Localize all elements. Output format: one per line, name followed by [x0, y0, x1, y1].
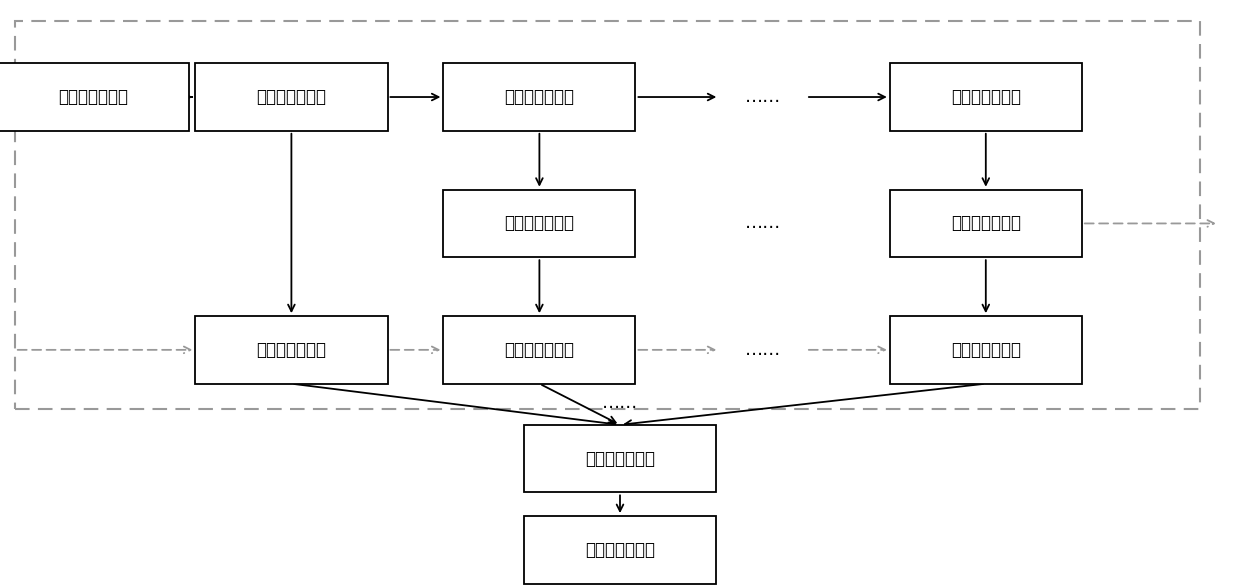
Bar	[15, 21, 1200, 409]
Bar	[890, 316, 1081, 383]
Text: 血管特征提取层: 血管特征提取层	[257, 88, 326, 106]
Bar	[890, 189, 1081, 258]
Text: 血管特征提取层: 血管特征提取层	[951, 88, 1021, 106]
Bar	[523, 516, 717, 583]
Bar	[0, 64, 188, 131]
Text: 血管特征处理层: 血管特征处理层	[505, 215, 574, 232]
Text: 血管图像输出层: 血管图像输出层	[585, 541, 655, 559]
Text: ……: ……	[744, 215, 781, 232]
Bar	[890, 64, 1081, 131]
Bar	[523, 425, 717, 493]
Bar	[195, 316, 387, 383]
Text: 眼底图像输入层: 眼底图像输入层	[58, 88, 128, 106]
Bar	[444, 64, 635, 131]
Text: ……: ……	[601, 394, 639, 412]
Text: 血管特征优化层: 血管特征优化层	[505, 341, 574, 359]
Bar	[195, 64, 387, 131]
Bar	[444, 316, 635, 383]
Text: ……: ……	[744, 88, 781, 106]
Text: 血管图像融合层: 血管图像融合层	[585, 450, 655, 467]
Text: ……: ……	[744, 341, 781, 359]
Text: 血管特征处理层: 血管特征处理层	[951, 215, 1021, 232]
Bar	[444, 189, 635, 258]
Text: 血管特征优化层: 血管特征优化层	[257, 341, 326, 359]
Text: 血管特征提取层: 血管特征提取层	[505, 88, 574, 106]
Text: 血管特征优化层: 血管特征优化层	[951, 341, 1021, 359]
